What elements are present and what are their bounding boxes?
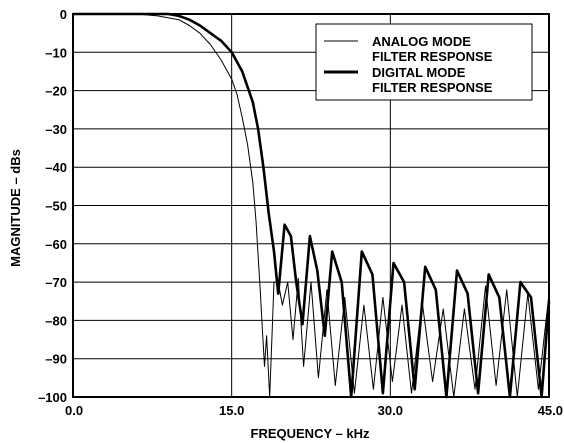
x-tick-label: 15.0 bbox=[219, 403, 244, 418]
series-line-digital bbox=[73, 12, 551, 399]
plot-frame bbox=[72, 13, 550, 398]
y-tick-label: –10 bbox=[45, 45, 67, 60]
y-tick-label: –40 bbox=[45, 160, 67, 175]
y-tick-label: –30 bbox=[45, 122, 67, 137]
legend-label-digital-line1: DIGITAL MODE bbox=[372, 65, 466, 80]
legend-label-analog: ANALOG MODE FILTER RESPONSE bbox=[372, 34, 493, 64]
series-layer bbox=[73, 12, 551, 399]
y-tick-label: –60 bbox=[45, 237, 67, 252]
legend: ANALOG MODE FILTER RESPONSE DIGITAL MODE… bbox=[315, 23, 533, 101]
y-tick-label: –70 bbox=[45, 275, 67, 290]
legend-label-digital-line2: FILTER RESPONSE bbox=[372, 80, 493, 95]
y-tick-label: –100 bbox=[38, 390, 67, 405]
y-tick-label: –50 bbox=[45, 199, 67, 214]
x-tick-label: 0.0 bbox=[65, 403, 83, 418]
y-tick-label: 0 bbox=[60, 7, 67, 22]
legend-label-analog-line1: ANALOG MODE bbox=[372, 34, 471, 49]
y-axis-title: MAGNITUDE – dBs bbox=[8, 149, 23, 267]
y-tick-label: –90 bbox=[45, 352, 67, 367]
x-axis-title: FREQUENCY – kHz bbox=[251, 426, 370, 441]
x-tick-label: 30.0 bbox=[378, 403, 403, 418]
legend-label-analog-line2: FILTER RESPONSE bbox=[372, 49, 493, 64]
y-tick-label: –20 bbox=[45, 84, 67, 99]
legend-box bbox=[315, 23, 533, 101]
y-tick-label: –80 bbox=[45, 313, 67, 328]
x-tick-label: 45.0 bbox=[538, 403, 563, 418]
legend-label-digital: DIGITAL MODE FILTER RESPONSE bbox=[372, 65, 493, 95]
